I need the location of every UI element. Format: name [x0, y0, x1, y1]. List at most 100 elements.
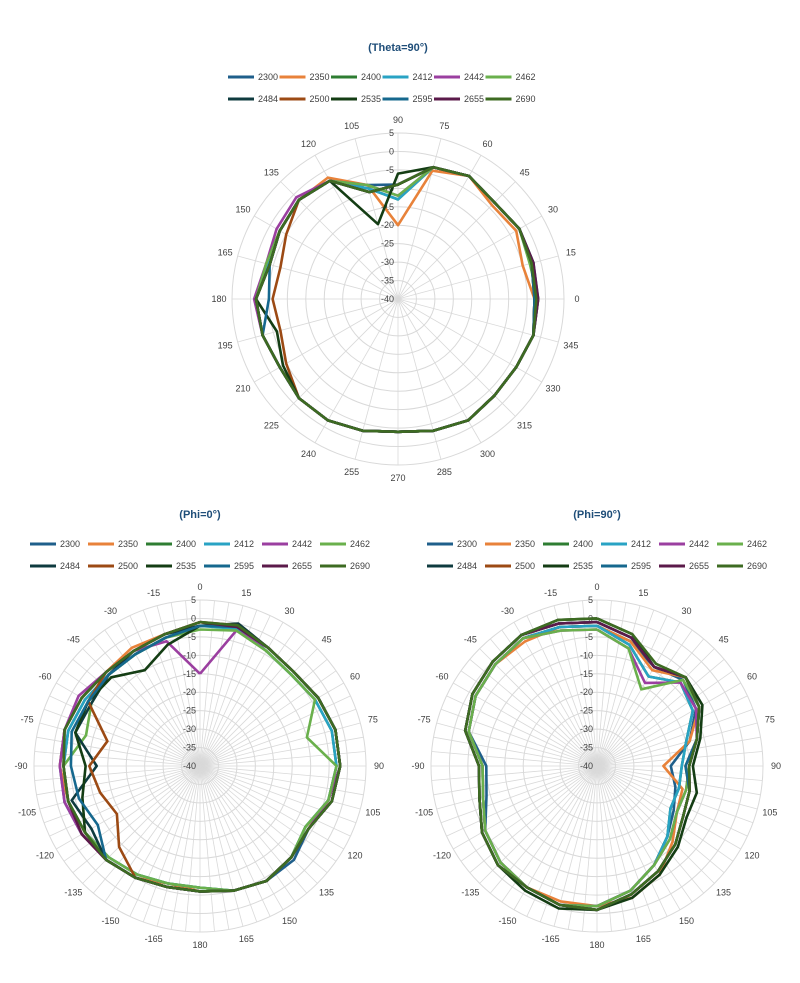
- legend-label: 2595: [234, 561, 254, 571]
- grid-spoke: [142, 609, 201, 767]
- legend-item: 2535: [543, 561, 593, 571]
- legend-label: 2400: [176, 539, 196, 549]
- legend-item: 2500: [88, 561, 138, 571]
- radial-tick-label: -15: [183, 669, 196, 679]
- legend-label: 2412: [234, 539, 254, 549]
- grid-spoke: [354, 298, 399, 460]
- angle-tick-label: 135: [319, 888, 334, 898]
- legend-label: 2300: [60, 539, 80, 549]
- angle-tick-label: 120: [301, 139, 316, 149]
- angle-tick-label: -15: [544, 588, 557, 598]
- grid-spoke: [82, 648, 201, 767]
- grid-spoke: [440, 765, 598, 824]
- grid-spoke: [156, 765, 201, 927]
- grid-spoke: [596, 765, 705, 894]
- series-line-2690: [62, 620, 342, 893]
- radial-tick-label: -20: [381, 220, 394, 230]
- angle-tick-label: 120: [348, 851, 363, 861]
- angle-tick-label: -30: [104, 606, 117, 616]
- radial-tick-label: -5: [386, 165, 394, 175]
- legend-item: 2350: [279, 72, 330, 82]
- radial-tick-label: 0: [389, 146, 394, 156]
- angle-tick-label: 300: [480, 449, 495, 459]
- grid-spoke: [596, 765, 668, 917]
- grid-spoke: [104, 629, 201, 767]
- grid-spoke: [596, 722, 758, 767]
- radial-tick-label: -35: [580, 743, 593, 753]
- grid-spoke: [526, 615, 598, 767]
- grid-spoke: [596, 622, 681, 767]
- grid-spoke: [354, 138, 399, 300]
- angle-tick-label: 270: [390, 473, 405, 483]
- grid-spoke: [596, 629, 693, 767]
- legend-label: 2535: [176, 561, 196, 571]
- grid-spoke: [199, 682, 344, 767]
- legend-label: 2442: [689, 539, 709, 549]
- grid-spoke: [596, 605, 641, 767]
- angle-tick-label: 285: [437, 467, 452, 477]
- angle-tick-label: 255: [344, 467, 359, 477]
- radial-tick-label: -25: [381, 239, 394, 249]
- legend-label: 2442: [464, 72, 484, 82]
- grid-spoke: [56, 682, 201, 767]
- polar-plot: 50-5-10-15-20-25-30-35-40015304560759010…: [411, 582, 781, 950]
- grid-spoke: [314, 298, 399, 443]
- grid-spoke: [72, 658, 201, 767]
- grid-spoke: [596, 638, 705, 767]
- legend-item: 2400: [146, 539, 196, 549]
- angle-tick-label: -45: [67, 634, 80, 644]
- grid-spoke: [596, 751, 763, 767]
- legend: 2300 2350 2400 2412 2442 2462 2484 2500 2535 2595…: [427, 539, 767, 571]
- angle-tick-label: 90: [374, 761, 384, 771]
- angle-tick-label: 210: [235, 384, 250, 394]
- angle-tick-label: -150: [101, 916, 119, 926]
- chart-title: (Theta=90°): [368, 42, 428, 54]
- angle-tick-label: 195: [218, 340, 233, 350]
- grid-spoke: [142, 765, 201, 923]
- legend-label: 2300: [457, 539, 477, 549]
- legend-label: 2500: [118, 561, 138, 571]
- radial-tick-label: -10: [580, 650, 593, 660]
- angle-tick-label: 45: [520, 167, 530, 177]
- angle-tick-label: 165: [218, 248, 233, 258]
- chart-title: (Phi=0°): [179, 509, 221, 521]
- radial-tick-label: -40: [381, 294, 394, 304]
- grid-spoke: [199, 765, 337, 862]
- angle-tick-label: 30: [548, 205, 558, 215]
- legend: 2300 2350 2400 2412 2442 2462 2484 2500 2535 2595…: [228, 72, 536, 104]
- angle-tick-label: -15: [147, 588, 160, 598]
- grid-spoke: [39, 765, 201, 810]
- radial-tick-label: -35: [381, 276, 394, 286]
- angle-tick-label: -120: [433, 851, 451, 861]
- grid-spoke: [63, 765, 201, 862]
- radial-tick-label: -30: [381, 257, 394, 267]
- legend-item: 2350: [88, 539, 138, 549]
- angle-tick-label: 105: [344, 121, 359, 131]
- grid-spoke: [397, 298, 542, 383]
- grid-spoke: [104, 765, 201, 903]
- radial-tick-label: -35: [183, 743, 196, 753]
- legend-item: 2412: [601, 539, 651, 549]
- grid-spoke: [199, 695, 351, 767]
- grid-spoke: [596, 708, 754, 767]
- legend-label: 2535: [573, 561, 593, 571]
- angle-tick-label: 45: [322, 634, 332, 644]
- grid-spoke: [431, 751, 598, 767]
- grid-spoke: [92, 638, 201, 767]
- grid-spoke: [431, 765, 598, 781]
- legend-item: 2655: [262, 561, 312, 571]
- grid-spoke: [199, 765, 244, 927]
- angle-tick-label: 150: [282, 916, 297, 926]
- angle-tick-label: 75: [368, 715, 378, 725]
- grid-spoke: [453, 682, 598, 767]
- angle-tick-label: 180: [589, 940, 604, 950]
- legend: 2300 2350 2400 2412 2442 2462 2484 2500 2535 2595…: [30, 539, 370, 571]
- angle-tick-label: 135: [264, 167, 279, 177]
- grid-spoke: [39, 722, 201, 767]
- polar-plot: 50-5-10-15-20-25-30-35-40015304560759010…: [14, 582, 384, 950]
- grid-spoke: [553, 605, 598, 767]
- legend-item: 2462: [717, 539, 767, 549]
- grid-spoke: [199, 638, 308, 767]
- angle-tick-label: 180: [211, 294, 226, 304]
- legend-label: 2350: [118, 539, 138, 549]
